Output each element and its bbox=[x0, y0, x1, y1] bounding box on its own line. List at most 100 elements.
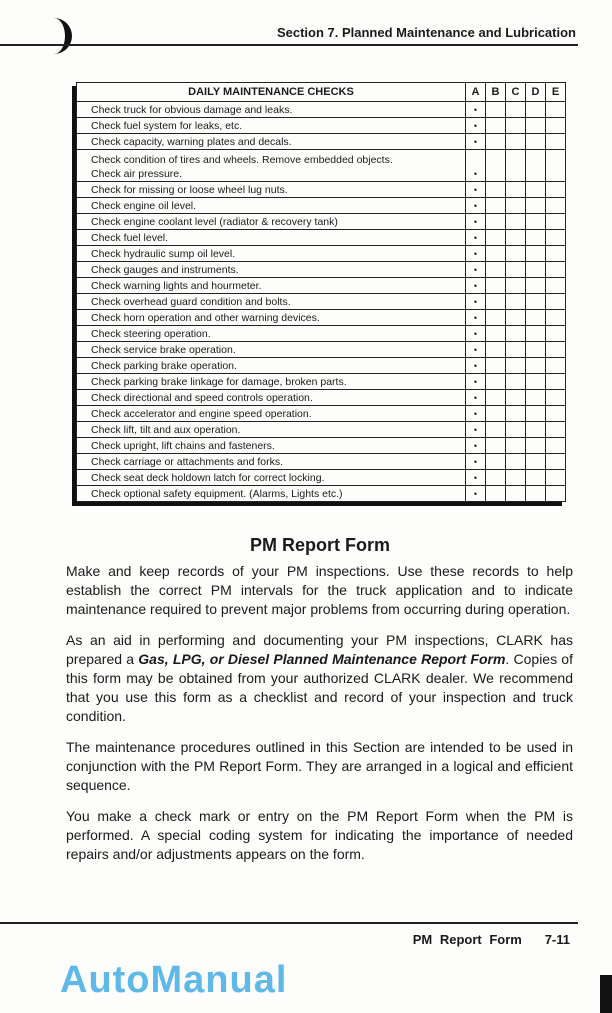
cell-c bbox=[505, 117, 526, 134]
table-row: Check for missing or loose wheel lug nut… bbox=[76, 181, 566, 198]
scan-edge-mark bbox=[600, 975, 612, 1013]
cell-b bbox=[485, 485, 506, 502]
cell-e bbox=[545, 421, 566, 438]
cell-c bbox=[505, 357, 526, 374]
check-item: Check lift, tilt and aux operation. bbox=[76, 421, 466, 438]
check-item: Check service brake operation. bbox=[76, 341, 466, 358]
cell-c bbox=[505, 245, 526, 262]
cell-b bbox=[485, 469, 506, 486]
cell-e bbox=[545, 437, 566, 454]
check-item: Check capacity, warning plates and decal… bbox=[76, 133, 466, 150]
cell-b bbox=[485, 357, 506, 374]
cell-b bbox=[485, 405, 506, 422]
page-number: 7-11 bbox=[544, 932, 570, 947]
cell-c bbox=[505, 437, 526, 454]
check-item: Check hydraulic sump oil level. bbox=[76, 245, 466, 262]
cell-a: • bbox=[465, 213, 486, 230]
table-row: Check service brake operation. • bbox=[76, 341, 566, 358]
cell-a: • bbox=[465, 117, 486, 134]
cell-a: • bbox=[465, 469, 486, 486]
cell-a: • bbox=[465, 133, 486, 150]
cell-a: • bbox=[465, 181, 486, 198]
cell-b bbox=[485, 133, 506, 150]
check-item: Check fuel level. bbox=[76, 229, 466, 246]
cell-d bbox=[525, 405, 546, 422]
cell-e bbox=[545, 149, 566, 182]
table-row: Check lift, tilt and aux operation. • bbox=[76, 421, 566, 438]
table-row: Check engine coolant level (radiator & r… bbox=[76, 213, 566, 230]
table-row: Check engine oil level. • bbox=[76, 197, 566, 214]
cell-e bbox=[545, 341, 566, 358]
check-item: Check gauges and instruments. bbox=[76, 261, 466, 278]
table-row: Check horn operation and other warning d… bbox=[76, 309, 566, 326]
check-item: Check horn operation and other warning d… bbox=[76, 309, 466, 326]
header-rule bbox=[0, 44, 578, 46]
footer-rule bbox=[0, 922, 578, 924]
cell-a: • bbox=[465, 293, 486, 310]
column-header-b: B bbox=[485, 82, 506, 102]
table-row: Check optional safety equipment. (Alarms… bbox=[76, 485, 566, 502]
check-item: Check optional safety equipment. (Alarms… bbox=[76, 485, 466, 502]
cell-c bbox=[505, 309, 526, 326]
cell-b bbox=[485, 101, 506, 118]
cell-c bbox=[505, 229, 526, 246]
cell-e bbox=[545, 469, 566, 486]
check-item: Check upright, lift chains and fasteners… bbox=[76, 437, 466, 454]
cell-d bbox=[525, 309, 546, 326]
check-item: Check parking brake operation. bbox=[76, 357, 466, 374]
body-text: Make and keep records of your PM inspect… bbox=[66, 562, 573, 876]
cell-b bbox=[485, 437, 506, 454]
cell-e bbox=[545, 405, 566, 422]
cell-e bbox=[545, 357, 566, 374]
cell-c bbox=[505, 341, 526, 358]
cell-d bbox=[525, 485, 546, 502]
cell-e bbox=[545, 485, 566, 502]
cell-b bbox=[485, 245, 506, 262]
cell-c bbox=[505, 389, 526, 406]
cell-c bbox=[505, 325, 526, 342]
cell-e bbox=[545, 325, 566, 342]
check-item: Check steering operation. bbox=[76, 325, 466, 342]
cell-d bbox=[525, 133, 546, 150]
cell-b bbox=[485, 341, 506, 358]
cell-d bbox=[525, 149, 546, 182]
cell-a: • bbox=[465, 357, 486, 374]
cell-d bbox=[525, 437, 546, 454]
cell-a: • bbox=[465, 197, 486, 214]
cell-a: • bbox=[465, 229, 486, 246]
cell-e bbox=[545, 181, 566, 198]
cell-b bbox=[485, 293, 506, 310]
check-item: Check overhead guard condition and bolts… bbox=[76, 293, 466, 310]
column-header-e: E bbox=[545, 82, 566, 102]
cell-c bbox=[505, 261, 526, 278]
cell-d bbox=[525, 213, 546, 230]
cell-c bbox=[505, 181, 526, 198]
table-row: Check warning lights and hourmeter. • bbox=[76, 277, 566, 294]
cell-c bbox=[505, 373, 526, 390]
cell-c bbox=[505, 101, 526, 118]
column-header-c: C bbox=[505, 82, 526, 102]
cell-d bbox=[525, 357, 546, 374]
cell-a: • bbox=[465, 421, 486, 438]
cell-d bbox=[525, 277, 546, 294]
table-row: Check overhead guard condition and bolts… bbox=[76, 293, 566, 310]
cell-a: • bbox=[465, 373, 486, 390]
section-title: PM Report Form bbox=[249, 535, 390, 555]
cell-c bbox=[505, 149, 526, 182]
check-item: Check parking brake linkage for damage, … bbox=[76, 373, 466, 390]
cell-d bbox=[525, 421, 546, 438]
paragraph-2-text-cont: . Copies of this form may be obtained fr… bbox=[66, 651, 573, 724]
paragraph-4: You make a check mark or entry on the PM… bbox=[66, 808, 573, 862]
cell-b bbox=[485, 149, 506, 182]
table-row: Check upright, lift chains and fasteners… bbox=[76, 437, 566, 454]
paragraph-2: As an aid in performing and documenting … bbox=[66, 631, 573, 726]
check-item: Check fuel system for leaks, etc. bbox=[76, 117, 466, 134]
cell-e bbox=[545, 213, 566, 230]
cell-e bbox=[545, 261, 566, 278]
cell-d bbox=[525, 197, 546, 214]
cell-e bbox=[545, 117, 566, 134]
table-row: Check accelerator and engine speed opera… bbox=[76, 405, 566, 422]
check-item: Check seat deck holdown latch for correc… bbox=[76, 469, 466, 486]
